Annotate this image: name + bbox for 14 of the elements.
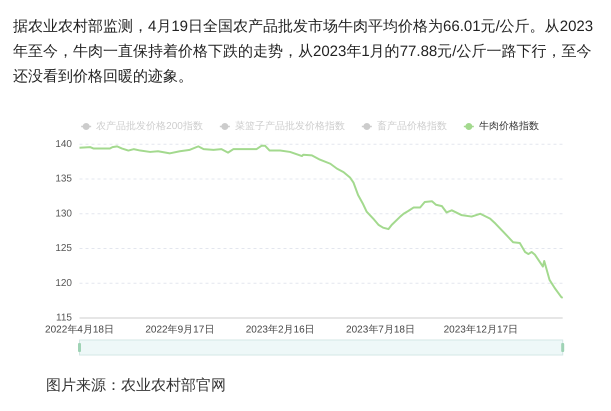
- y-tick-label: 115: [56, 312, 72, 324]
- y-tick-label: 130: [55, 208, 72, 220]
- chart-title: 据农业农村部监测，4月19日全国农产品批发市场牛肉平均价格为66.01元/公斤。从2023年至今，牛肉一直保持着价格下跌的走势，从2023年1月的77.88元/公斤一路下行，至今还没看到价格回暖的迹象。: [13, 17, 594, 87]
- y-tick-label: 140: [55, 138, 72, 150]
- y-tick-label: 125: [55, 243, 72, 254]
- x-tick-label: 2022年4月18日: [45, 324, 114, 336]
- x-tick-label: 2022年9月17日: [145, 324, 214, 336]
- x-tick-label: 2023年7月18日: [346, 324, 415, 336]
- text: 图片来源：农业农村部官网: [46, 376, 226, 396]
- y-tick-label: 135: [55, 174, 72, 185]
- y-tick-label: 120: [55, 278, 72, 289]
- legend-label: 牛肉价格指数: [478, 120, 539, 132]
- x-tick-label: 2023年2月16日: [246, 324, 315, 336]
- x-tick-label: 2023年12月17日: [444, 324, 518, 336]
